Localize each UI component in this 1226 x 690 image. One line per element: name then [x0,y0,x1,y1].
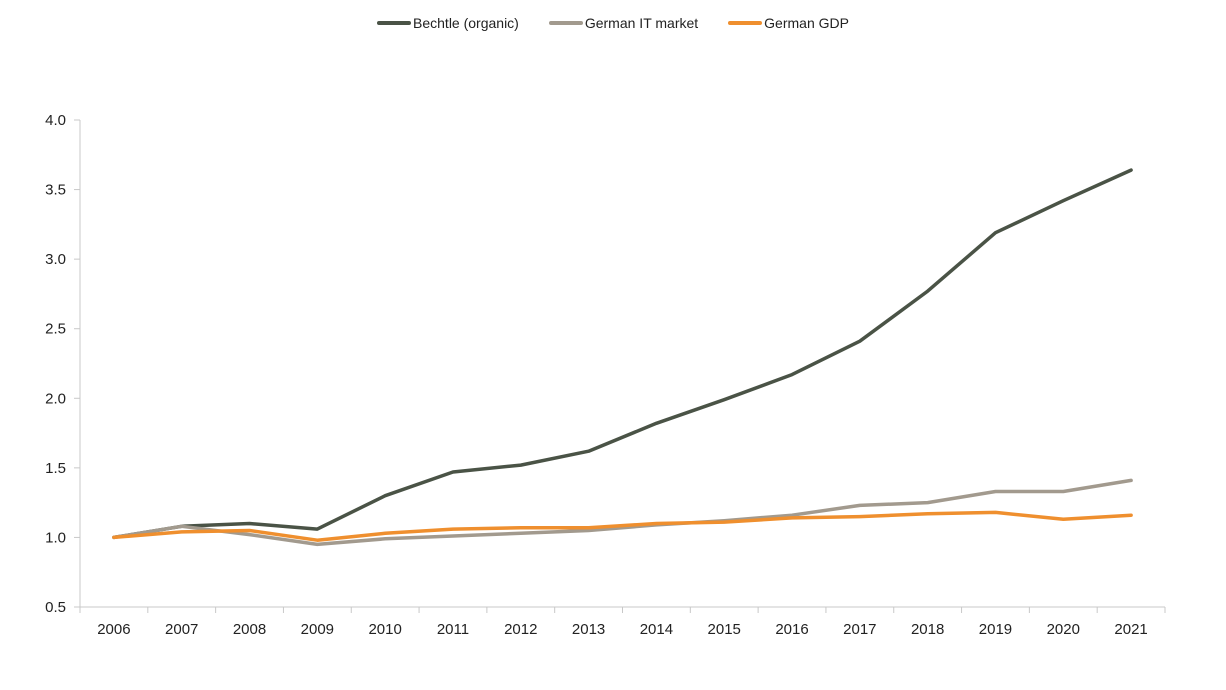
legend-swatch [548,21,583,25]
x-tick-label: 2014 [640,621,673,638]
x-tick-label: 2006 [97,621,130,638]
legend-item: German IT market [548,15,699,31]
y-tick-label: 3.0 [45,251,66,268]
legend-item: Bechtle (organic) [377,15,519,31]
x-tick-label: 2020 [1047,621,1080,638]
x-tick-label: 2017 [843,621,876,638]
x-tick-label: 2008 [233,621,266,638]
y-tick-label: 1.5 [45,460,66,477]
series-line-german-gdp [112,510,1133,542]
x-tick-label: 2012 [504,621,537,638]
x-tick-label: 2021 [1114,621,1147,638]
chart-legend: Bechtle (organic) German IT market German … [0,15,1226,31]
x-tick-label: 2019 [979,621,1012,638]
y-tick-label: 0.5 [45,599,66,616]
legend-label: German GDP [764,15,849,31]
x-tick-label: 2009 [301,621,334,638]
series-line-german-it-market [112,478,1133,547]
series-line-bechtle-organic [112,168,1133,540]
legend-item: German GDP [728,15,849,31]
x-tick-label: 2010 [368,621,401,638]
legend-label: Bechtle (organic) [413,15,519,31]
y-tick-label: 1.0 [45,529,66,546]
y-tick-label: 2.0 [45,390,66,407]
legend-swatch [377,21,412,25]
y-tick-label: 4.0 [45,112,66,129]
x-tick-label: 2013 [572,621,605,638]
x-tick-label: 2007 [165,621,198,638]
x-tick-label: 2018 [911,621,944,638]
x-tick-label: 2011 [437,621,469,638]
x-tick-label: 2016 [775,621,808,638]
legend-swatch [728,21,763,25]
x-tick-label: 2015 [708,621,741,638]
y-tick-label: 2.5 [45,321,66,338]
y-tick-label: 3.5 [45,182,66,199]
legend-label: German IT market [584,15,699,31]
